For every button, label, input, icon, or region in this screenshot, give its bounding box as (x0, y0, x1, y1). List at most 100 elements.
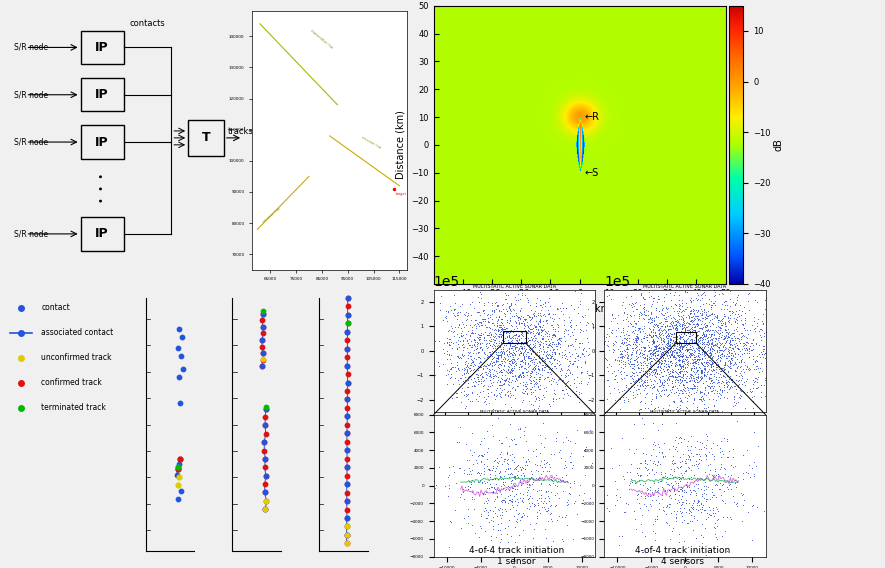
Point (596, 296, 611, 306)
Point (645, 440, 659, 449)
Point (697, 467, 712, 476)
Point (537, 346, 551, 355)
Point (666, 333, 681, 342)
Point (650, 346, 664, 356)
Point (460, 470, 474, 479)
Point (473, 318, 488, 327)
Point (479, 342, 493, 351)
Point (690, 340, 704, 349)
Point (680, 353, 694, 362)
Point (627, 306, 641, 315)
Point (513, 363, 527, 372)
Point (456, 343, 470, 352)
Point (670, 323, 684, 332)
Point (598, 332, 612, 341)
Point (510, 311, 524, 320)
Point (717, 361, 731, 370)
Point (662, 374, 676, 383)
Point (578, 311, 592, 320)
Point (340, 429, 354, 438)
Point (662, 370, 676, 379)
Point (617, 507, 631, 516)
Point (670, 383, 684, 392)
Point (519, 436, 533, 445)
Point (552, 361, 566, 370)
Point (510, 339, 524, 348)
Point (467, 374, 481, 383)
Point (504, 478, 519, 487)
Point (474, 359, 489, 368)
Point (496, 385, 511, 394)
Point (171, 344, 185, 353)
Point (483, 375, 497, 385)
Point (466, 362, 481, 371)
Point (593, 389, 607, 398)
Point (675, 483, 689, 492)
Point (513, 357, 527, 366)
Point (756, 349, 770, 358)
Point (724, 339, 738, 348)
Point (691, 354, 705, 363)
Point (490, 354, 504, 363)
Point (512, 312, 526, 321)
Point (495, 374, 509, 383)
Point (558, 460, 572, 469)
Point (727, 316, 742, 325)
Point (509, 321, 523, 331)
Point (651, 486, 666, 495)
Point (496, 320, 510, 329)
Point (633, 385, 647, 394)
Point (692, 336, 706, 345)
Point (743, 364, 758, 373)
Point (607, 477, 621, 486)
Point (521, 322, 535, 331)
Point (723, 345, 737, 354)
Point (683, 329, 697, 339)
Point (652, 328, 666, 337)
Point (495, 347, 509, 356)
Point (611, 385, 625, 394)
Point (502, 302, 516, 311)
Point (663, 345, 677, 354)
Point (696, 309, 710, 318)
Point (504, 450, 518, 460)
Point (721, 374, 735, 383)
Point (673, 351, 687, 360)
Point (563, 318, 577, 327)
Point (692, 377, 706, 386)
Point (690, 355, 704, 364)
Point (733, 351, 747, 360)
Point (690, 281, 704, 290)
Point (640, 356, 654, 365)
Point (700, 369, 714, 378)
Point (487, 371, 501, 381)
Point (713, 479, 727, 488)
Point (712, 361, 726, 370)
Point (729, 362, 743, 371)
Point (513, 423, 527, 432)
Point (514, 348, 528, 357)
Point (539, 386, 553, 395)
Point (489, 343, 504, 352)
Point (538, 458, 552, 467)
Point (725, 306, 739, 315)
Point (543, 345, 558, 354)
Point (686, 358, 700, 367)
Point (687, 377, 701, 386)
Point (756, 320, 770, 329)
Point (506, 333, 520, 342)
Point (642, 363, 656, 372)
Point (637, 305, 651, 314)
Point (533, 473, 547, 482)
Point (688, 359, 702, 368)
Point (620, 344, 635, 353)
Point (546, 323, 560, 332)
Point (696, 346, 710, 356)
Point (664, 356, 678, 365)
Point (532, 321, 546, 330)
Point (635, 371, 649, 380)
Point (474, 451, 489, 460)
Point (512, 330, 526, 339)
Point (684, 465, 698, 474)
Point (693, 373, 707, 382)
